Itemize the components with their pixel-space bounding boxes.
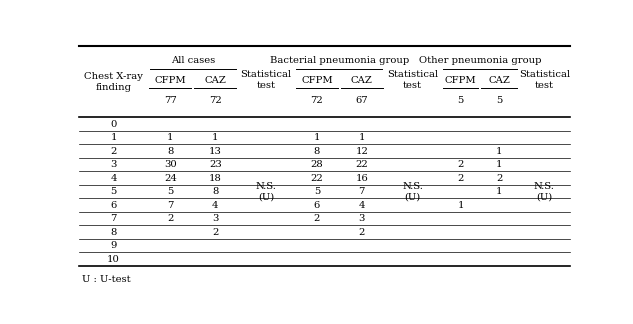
Text: CFPM: CFPM (445, 75, 476, 85)
Text: Bacterial pneumonia group: Bacterial pneumonia group (270, 56, 409, 64)
Text: 1: 1 (110, 133, 116, 142)
Text: 5: 5 (110, 187, 116, 196)
Text: 77: 77 (164, 96, 177, 105)
Text: 1: 1 (457, 201, 464, 210)
Text: 1: 1 (496, 160, 503, 169)
Text: 9: 9 (110, 241, 116, 250)
Text: CFPM: CFPM (154, 75, 186, 85)
Text: 2: 2 (212, 228, 218, 237)
Text: 28: 28 (311, 160, 323, 169)
Text: 4: 4 (110, 174, 116, 183)
Text: N.S.
(U): N.S. (U) (402, 182, 423, 202)
Text: 1: 1 (212, 133, 218, 142)
Text: N.S.
(U): N.S. (U) (534, 182, 555, 202)
Text: All cases: All cases (171, 56, 215, 64)
Text: 2: 2 (496, 174, 503, 183)
Text: 5: 5 (167, 187, 173, 196)
Text: 2: 2 (457, 160, 464, 169)
Text: 2: 2 (457, 174, 464, 183)
Text: 5: 5 (314, 187, 320, 196)
Text: 3: 3 (110, 160, 116, 169)
Text: 3: 3 (359, 214, 365, 223)
Text: 2: 2 (314, 214, 320, 223)
Text: 6: 6 (314, 201, 320, 210)
Text: 5: 5 (457, 96, 464, 105)
Text: 1: 1 (167, 133, 173, 142)
Text: 10: 10 (107, 255, 120, 264)
Text: 30: 30 (164, 160, 177, 169)
Text: 7: 7 (110, 214, 116, 223)
Text: Chest X-ray
finding: Chest X-ray finding (84, 72, 143, 92)
Text: 22: 22 (355, 160, 368, 169)
Text: 2: 2 (167, 214, 173, 223)
Text: Statistical
test: Statistical test (387, 70, 438, 90)
Text: 12: 12 (355, 147, 368, 156)
Text: N.S.
(U): N.S. (U) (256, 182, 277, 202)
Text: Other pneumonia group: Other pneumonia group (418, 56, 541, 64)
Text: Statistical
test: Statistical test (241, 70, 292, 90)
Text: 67: 67 (356, 96, 368, 105)
Text: 4: 4 (212, 201, 218, 210)
Text: 2: 2 (359, 228, 365, 237)
Text: 8: 8 (167, 147, 173, 156)
Text: CAZ: CAZ (351, 75, 373, 85)
Text: Statistical
test: Statistical test (518, 70, 570, 90)
Text: 1: 1 (496, 187, 503, 196)
Text: 24: 24 (164, 174, 177, 183)
Text: 1: 1 (314, 133, 320, 142)
Text: 16: 16 (355, 174, 368, 183)
Text: 0: 0 (110, 120, 116, 129)
Text: 4: 4 (358, 201, 365, 210)
Text: CAZ: CAZ (489, 75, 510, 85)
Text: 13: 13 (209, 147, 222, 156)
Text: 8: 8 (110, 228, 116, 237)
Text: 18: 18 (209, 174, 222, 183)
Text: 72: 72 (209, 96, 222, 105)
Text: 1: 1 (496, 147, 503, 156)
Text: 22: 22 (311, 174, 323, 183)
Text: U : U-test: U : U-test (82, 275, 130, 284)
Text: 7: 7 (359, 187, 365, 196)
Text: 3: 3 (212, 214, 218, 223)
Text: 7: 7 (167, 201, 173, 210)
Text: CFPM: CFPM (301, 75, 333, 85)
Text: 5: 5 (496, 96, 503, 105)
Text: 72: 72 (311, 96, 323, 105)
Text: 23: 23 (209, 160, 222, 169)
Text: 1: 1 (358, 133, 365, 142)
Text: 8: 8 (212, 187, 218, 196)
Text: CAZ: CAZ (204, 75, 226, 85)
Text: 2: 2 (110, 147, 116, 156)
Text: 6: 6 (110, 201, 116, 210)
Text: 8: 8 (314, 147, 320, 156)
